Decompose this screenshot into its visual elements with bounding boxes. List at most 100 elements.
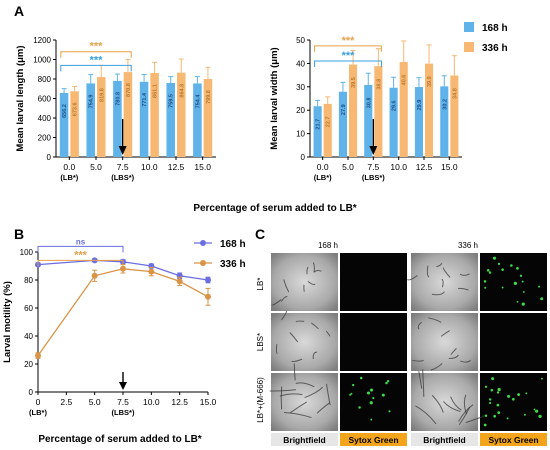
data-label-168h: 27.9	[341, 104, 347, 115]
larva-shape	[448, 354, 459, 359]
y-tick-label: 60	[24, 304, 33, 313]
label-sytox-2: Sytox Green	[488, 435, 538, 445]
panel-label-c: C	[255, 226, 265, 242]
sytox-green-spot	[541, 377, 543, 380]
larva-shape	[415, 405, 437, 425]
x-tick-label: 15.0	[200, 397, 217, 407]
larva-shape	[280, 295, 288, 302]
chart-mean-larval-length: 0 200 400 600 800 1000 1200 Mean larval length …	[15, 36, 216, 182]
data-label-168h: 29.6	[392, 100, 398, 111]
data-point-336h	[176, 278, 183, 285]
y-tick-label: 40	[296, 59, 305, 68]
x-tick-sublabel: (LBS*)	[362, 173, 385, 182]
larva-shape	[463, 394, 468, 415]
y-tick-label: 0	[29, 388, 34, 397]
legend-label-b-168h: 168 h	[220, 239, 246, 250]
larva-shape	[441, 278, 444, 288]
data-label-336h: 38.8	[376, 79, 382, 90]
sytox-green-spot	[538, 285, 541, 288]
larva-shape	[428, 317, 442, 323]
x-tick-label: 2.5	[60, 397, 72, 407]
chart-mean-larval-width: 0 10 20 30 40 50 Mean larval width (μm) 21.7 22.…	[269, 35, 462, 182]
data-label-336h: 861.1	[153, 84, 159, 98]
data-label-168h: 780.8	[115, 92, 121, 106]
image-brightfield-336h-lb	[411, 253, 478, 311]
y-tick-label: 80	[24, 276, 33, 285]
sytox-green-spot	[349, 393, 352, 396]
larva-shape	[283, 412, 312, 419]
larva-shape	[281, 310, 288, 321]
larva-shape	[442, 267, 451, 278]
larva-shape	[450, 396, 462, 411]
data-label-336h: 819.8	[99, 88, 105, 102]
y-axis-label: Larval motility (%)	[2, 281, 13, 363]
sytox-green-spot	[489, 401, 492, 405]
bar-336h	[150, 73, 159, 157]
sytox-green-spot	[522, 291, 525, 293]
larva-shape	[272, 299, 282, 306]
image-sytox-336h-lb-m666	[480, 373, 547, 431]
larva-shape	[295, 320, 305, 323]
larva-shape	[465, 415, 487, 424]
bar-168h	[338, 91, 347, 157]
arrow-head	[118, 146, 127, 155]
larva-shape	[417, 321, 422, 330]
x-tick-sublabel: (LB*)	[60, 173, 78, 182]
bar-168h	[440, 86, 449, 157]
sytox-green-spot	[516, 266, 519, 270]
larva-shape	[295, 382, 315, 388]
y-tick-label: 40	[24, 332, 33, 341]
data-label-336h: 22.7	[326, 117, 332, 128]
sytox-green-spot	[483, 280, 487, 283]
sytox-green-spot	[369, 401, 373, 405]
row-label-lb: LB*	[256, 278, 265, 291]
larva-shape	[412, 359, 424, 362]
x-tick-label: 0.0	[63, 162, 75, 172]
x-tick-label: 0	[36, 397, 41, 407]
label-sytox-1: Sytox Green	[348, 435, 398, 445]
data-point-336h	[120, 265, 126, 272]
sytox-green-spot	[533, 408, 536, 411]
label-bar-brightfield-1	[271, 433, 338, 446]
series-line-336h	[37, 268, 209, 356]
x-tick-label: 10.0	[390, 162, 407, 172]
data-label-336h: 39.5	[351, 77, 357, 88]
bar-168h	[364, 84, 373, 157]
data-label-168h: 754.9	[89, 95, 95, 109]
significance-label: ns	[76, 237, 86, 246]
legend-label-168h: 168 h	[482, 23, 508, 34]
sytox-green-spot	[352, 383, 355, 387]
bar-336h	[203, 79, 213, 157]
y-tick-label: 10	[296, 130, 305, 139]
label-brightfield-1: Brightfield	[283, 435, 326, 445]
bar-168h	[166, 82, 175, 157]
larva-shape	[289, 401, 308, 414]
col-label-336h: 336 h	[458, 241, 478, 250]
microscopy-larvae-texture	[269, 256, 544, 427]
y-tick-label: 0	[301, 153, 306, 162]
y-tick-label: 30	[296, 83, 305, 92]
bar-168h	[113, 80, 122, 157]
x-tick-label: 7.5	[117, 397, 129, 407]
larva-shape	[431, 291, 445, 296]
x-tick-label: 12.5	[171, 397, 188, 407]
bar-336h	[97, 77, 106, 157]
sytox-green-spot	[540, 297, 544, 301]
larva-shape	[431, 394, 444, 413]
bar-336h	[177, 72, 186, 157]
sytox-green-spot	[359, 376, 363, 380]
bar-336h	[374, 66, 383, 157]
col-label-168h: 168 h	[318, 241, 338, 250]
sytox-green-spot	[501, 286, 504, 289]
sytox-green-spot	[490, 388, 494, 392]
data-label-336h: 39.9	[427, 76, 433, 87]
larva-shape	[289, 332, 299, 343]
larva-shape	[407, 275, 418, 281]
sytox-green-spot	[381, 393, 385, 397]
larva-shape	[458, 287, 469, 291]
larva-shape	[313, 269, 322, 273]
larva-shape	[450, 348, 457, 356]
larva-shape	[291, 358, 303, 363]
x-tick-label: 5.0	[342, 162, 354, 172]
